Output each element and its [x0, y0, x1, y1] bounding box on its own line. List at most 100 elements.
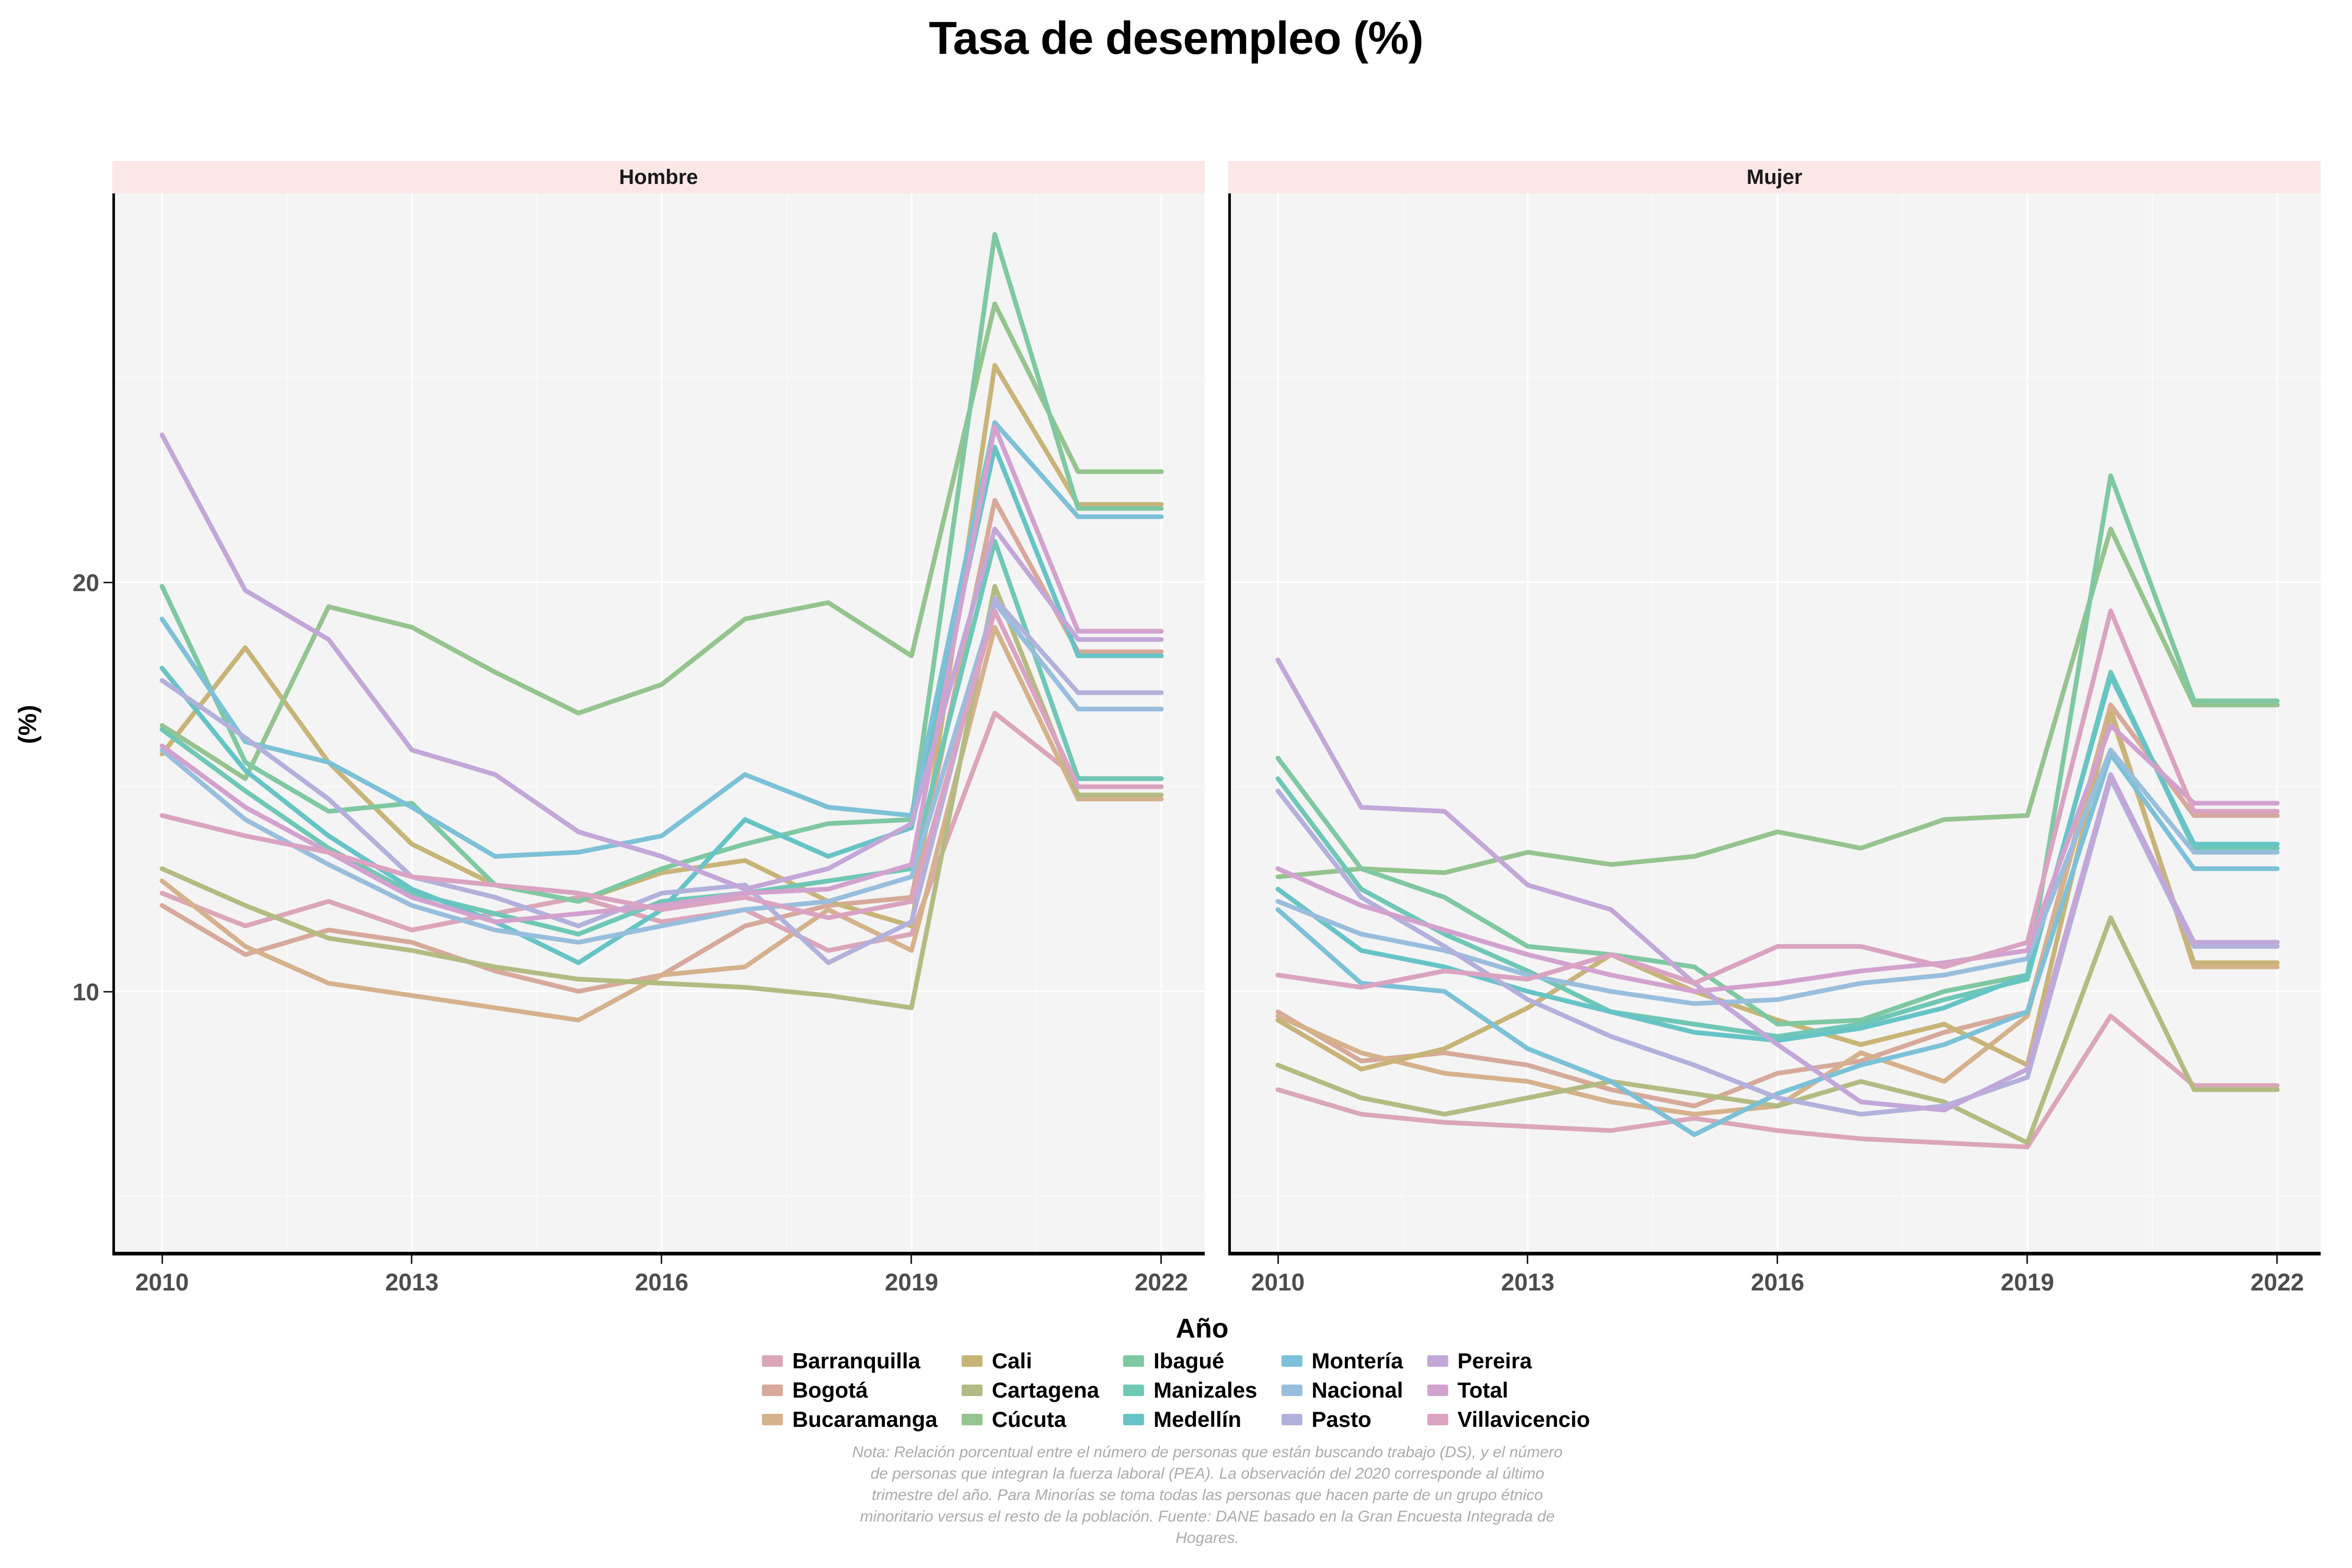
series-line-hombre-pasto	[159, 596, 1164, 965]
series-line-mujer-bogotá	[1275, 702, 2280, 1109]
series-line-hombre-barranquilla	[159, 710, 1164, 953]
series-line-hombre-montería	[159, 420, 1164, 859]
legend-item-nacional: Nacional	[1281, 1378, 1403, 1403]
series-line-hombre-cúcuta	[159, 301, 1164, 781]
legend-label: Ibagué	[1154, 1348, 1225, 1373]
series-line-hombre-bucaramanga	[159, 625, 1164, 1023]
legend-item-total: Total	[1427, 1378, 1590, 1403]
y-axis-title: (%)	[14, 705, 42, 744]
legend-swatch-icon	[1123, 1355, 1144, 1367]
x-tick-mark	[1277, 1255, 1279, 1264]
series-line-mujer-villavicencio	[1275, 608, 2280, 990]
y-tick-label-10: 10	[72, 978, 99, 1006]
legend-swatch-icon	[961, 1414, 983, 1425]
series-line-hombre-ibagué	[159, 232, 1164, 904]
x-tick-label: 2010	[1251, 1269, 1305, 1296]
facet-strip-label: Mujer	[1746, 165, 1803, 189]
x-tick-label: 2010	[135, 1269, 189, 1296]
legend-swatch-icon	[1281, 1414, 1302, 1425]
legend-item-pasto: Pasto	[1281, 1407, 1403, 1432]
panel-background	[112, 193, 1205, 1255]
series-line-mujer-total	[1275, 723, 2280, 994]
legend-item-medellín: Medellín	[1123, 1407, 1257, 1432]
facet-strip-label: Hombre	[619, 165, 698, 189]
legend-swatch-icon	[1281, 1355, 1302, 1367]
facet-strip-mujer: Mujer	[1228, 161, 2321, 193]
legend-label: Montería	[1311, 1348, 1403, 1373]
footnote-line: Nota: Relación porcentual entre el númer…	[852, 1444, 1563, 1461]
facet-strip-hombre: Hombre	[112, 161, 1205, 193]
series-line-hombre-cartagena	[159, 584, 1164, 1010]
series-line-mujer-pereira	[1275, 658, 2280, 1113]
series-line-hombre-pereira	[159, 432, 1164, 892]
series-line-mujer-nacional	[1275, 747, 2280, 1006]
x-tick-label: 2022	[2250, 1269, 2304, 1296]
legend-label: Cali	[991, 1348, 1032, 1373]
series-line-mujer-cartagena	[1275, 915, 2280, 1146]
legend-swatch-icon	[1281, 1385, 1302, 1396]
legend-label: Cartagena	[991, 1378, 1099, 1402]
legend-item-barranquilla: Barranquilla	[762, 1348, 938, 1374]
footnote-line: Hogares.	[1175, 1529, 1239, 1547]
legend-item-bucaramanga: Bucaramanga	[762, 1407, 938, 1432]
legend-item-cúcuta: Cúcuta	[961, 1407, 1099, 1432]
y-tick-label-20: 20	[72, 569, 99, 596]
legend-swatch-icon	[1123, 1414, 1144, 1425]
series-line-mujer-cúcuta	[1275, 526, 2280, 880]
footnote-line: trimestre del año. Para Minorías se toma…	[871, 1486, 1543, 1504]
x-tick-label: 2016	[635, 1269, 689, 1296]
footnote: Nota: Relación porcentual entre el númer…	[763, 1442, 1652, 1549]
legend-swatch-icon	[961, 1385, 983, 1396]
legend-label: Total	[1457, 1378, 1508, 1402]
series-line-mujer-ibagué	[1275, 473, 2280, 1027]
x-tick-label: 2016	[1750, 1269, 1805, 1296]
legend-label: Villavicencio	[1457, 1407, 1590, 1432]
legend-label: Pasto	[1311, 1407, 1371, 1432]
legend-label: Manizales	[1154, 1378, 1258, 1402]
legend-label: Bogotá	[792, 1378, 868, 1402]
legend-label: Cúcuta	[991, 1407, 1066, 1432]
legend-swatch-icon	[762, 1355, 783, 1367]
legend-swatch-icon	[961, 1355, 983, 1367]
facet-hombre: Hombre 2010 2013 2016 2019 2022	[112, 161, 1205, 1296]
facet-mujer: Mujer 2010 2013 2016 2019 2022	[1228, 161, 2321, 1296]
legend-label: Pereira	[1457, 1348, 1532, 1373]
legend-label: Nacional	[1311, 1378, 1403, 1402]
legend-label: Bucaramanga	[792, 1407, 938, 1432]
legend-swatch-icon	[1427, 1355, 1448, 1367]
legend: Barranquilla Bogotá Bucaramanga Cali Cartage…	[762, 1346, 1590, 1434]
panel-mujer	[1228, 193, 2321, 1255]
legend-label: Barranquilla	[792, 1348, 920, 1373]
legend-item-cartagena: Cartagena	[961, 1378, 1099, 1403]
x-tick-mark	[1160, 1255, 1162, 1264]
series-line-mujer-manizales	[1275, 670, 2280, 1039]
legend-item-cali: Cali	[961, 1348, 1099, 1374]
x-tick-mark	[161, 1255, 163, 1264]
footnote-line: minoritario versus el resto de la poblac…	[860, 1508, 1555, 1525]
x-axis-title: Año	[1175, 1313, 1229, 1344]
series-line-mujer-medellín	[1275, 674, 2280, 1043]
x-tick-label: 2013	[385, 1269, 439, 1296]
x-tick-mark	[2026, 1255, 2028, 1264]
series-line-hombre-villavicencio	[159, 608, 1164, 920]
legend-item-bogotá: Bogotá	[762, 1378, 938, 1403]
legend-item-pereira: Pereira	[1427, 1348, 1590, 1374]
x-tick-label: 2019	[2000, 1269, 2055, 1296]
legend-swatch-icon	[1123, 1385, 1144, 1396]
x-tick-mark	[661, 1255, 663, 1264]
series-line-hombre-manizales	[159, 539, 1164, 937]
series-line-mujer-cali	[1275, 710, 2280, 1072]
legend-item-ibagué: Ibagué	[1123, 1348, 1257, 1374]
x-tick-mark	[1777, 1255, 1779, 1264]
chart-title: Tasa de desempleo (%)	[929, 12, 1424, 64]
legend-item-manizales: Manizales	[1123, 1378, 1257, 1403]
x-tick-label: 2019	[884, 1269, 939, 1296]
legend-item-villavicencio: Villavicencio	[1427, 1407, 1590, 1432]
legend-swatch-icon	[1427, 1414, 1448, 1425]
x-tick-mark	[910, 1255, 913, 1264]
panel-background	[1228, 193, 2321, 1255]
legend-swatch-icon	[762, 1414, 783, 1425]
x-tick-label: 2013	[1501, 1269, 1555, 1296]
y-tick-mark	[103, 582, 112, 583]
